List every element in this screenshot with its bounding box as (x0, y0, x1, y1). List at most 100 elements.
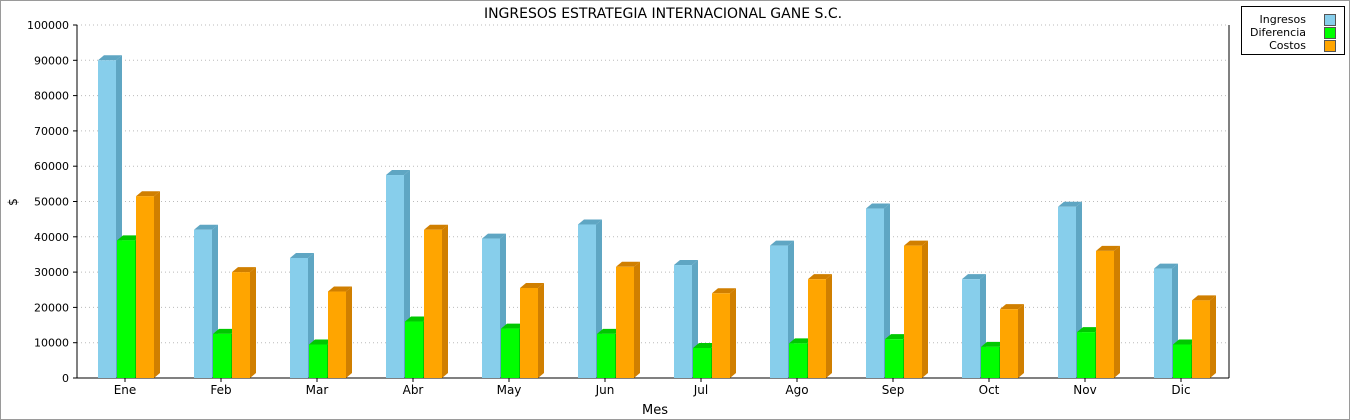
bar-top (904, 240, 928, 246)
x-tick-label: Ago (785, 383, 808, 397)
bar-costos (1000, 304, 1024, 378)
bar-side (154, 191, 160, 378)
legend-item-costos: Costos (1242, 39, 1342, 52)
bar-front (98, 60, 116, 379)
bar-top (1058, 201, 1082, 207)
bar-top (616, 261, 640, 267)
bar-front (904, 245, 922, 378)
bar-front (885, 339, 903, 378)
y-tick-label: 10000 (34, 337, 69, 350)
bar-front (1096, 250, 1114, 378)
bar-front (194, 229, 212, 378)
x-tick-label: Jul (693, 383, 708, 397)
bar-top (1154, 263, 1178, 269)
bar-top (482, 233, 506, 239)
legend-label: Diferencia (1249, 26, 1306, 39)
bar-front (501, 328, 519, 378)
bar-top (962, 274, 986, 280)
bar-front (1192, 300, 1210, 378)
bar-side (922, 240, 928, 378)
bar-side (884, 203, 890, 378)
y-tick-label: 40000 (34, 231, 69, 244)
bar-side (634, 261, 640, 378)
x-tick-label: Abr (403, 383, 424, 397)
chart-legend: Ingresos Diferencia Costos (1241, 6, 1345, 55)
y-tick-label: 50000 (34, 196, 69, 209)
chart-title: INGRESOS ESTRATEGIA INTERNACIONAL GANE S… (484, 6, 842, 22)
bar-top (693, 342, 717, 348)
bar-costos (712, 288, 736, 378)
bar-front (674, 265, 692, 378)
bar-top (866, 203, 890, 209)
bar-top (885, 334, 909, 340)
x-tick-label: Mar (306, 383, 329, 397)
bar-top (1173, 339, 1197, 345)
legend-swatch (1324, 40, 1336, 52)
legend-item-ingresos: Ingresos (1242, 13, 1342, 26)
bar-side (730, 288, 736, 378)
bar-top (501, 323, 525, 329)
bar-front (213, 333, 231, 378)
x-tick-label: Ene (114, 383, 137, 397)
bar-side (346, 286, 352, 378)
legend-label: Costos (1269, 39, 1306, 52)
bar-top (789, 338, 813, 344)
bar-top (770, 240, 794, 246)
y-tick-label: 70000 (34, 125, 69, 138)
y-tick-label: 0 (62, 372, 69, 385)
bar-top (1096, 245, 1120, 251)
bar-top (405, 316, 429, 322)
bar-front (1173, 344, 1191, 378)
bar-front (117, 240, 135, 378)
bar-side (250, 267, 256, 378)
bar-top (309, 339, 333, 345)
bar-top (520, 282, 544, 288)
bar-ingresos (866, 203, 890, 378)
y-tick-label: 80000 (34, 90, 69, 103)
bar-top (386, 170, 410, 176)
bar-front (405, 321, 423, 378)
x-tick-label: May (497, 383, 522, 397)
bar-front (578, 224, 596, 378)
x-tick-label: Oct (979, 383, 1000, 397)
bar-top (981, 341, 1005, 347)
bar-front (789, 343, 807, 378)
y-tick-label: 20000 (34, 301, 69, 314)
bar-top (1192, 295, 1216, 301)
legend-label: Ingresos (1259, 13, 1306, 26)
bar-front (520, 287, 538, 378)
bar-front (1058, 206, 1076, 378)
bar-front (693, 347, 711, 378)
bar-side (538, 282, 544, 378)
bar-side (1210, 295, 1216, 378)
bar-front (770, 245, 788, 378)
bar-top (597, 328, 621, 334)
bar-front (981, 346, 999, 378)
bar-top (213, 328, 237, 334)
bar-costos (232, 267, 256, 378)
bar-top (424, 224, 448, 230)
bar-front (1000, 309, 1018, 378)
legend-swatch (1324, 14, 1336, 26)
bar-top (328, 286, 352, 292)
bar-top (808, 274, 832, 280)
bar-side (1114, 245, 1120, 378)
bar-top (578, 219, 602, 225)
legend-item-diferencia: Diferencia (1242, 26, 1342, 39)
bar-front (616, 266, 634, 378)
bar-costos (136, 191, 160, 378)
bar-top (712, 288, 736, 294)
y-tick-label: 30000 (34, 266, 69, 279)
x-tick-label: Nov (1073, 383, 1096, 397)
bar-front (328, 291, 346, 378)
bar-front (866, 208, 884, 378)
bar-top (194, 224, 218, 230)
bar-front (1154, 268, 1172, 378)
bar-front (712, 293, 730, 378)
bar-front (1077, 332, 1095, 378)
x-tick-label: Dic (1171, 383, 1190, 397)
legend-swatch (1324, 27, 1336, 39)
bar-top (1077, 327, 1101, 333)
bar-costos (1096, 245, 1120, 378)
bar-costos (904, 240, 928, 378)
